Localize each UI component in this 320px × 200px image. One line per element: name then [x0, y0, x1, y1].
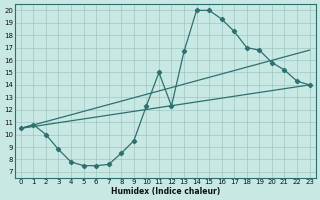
- X-axis label: Humidex (Indice chaleur): Humidex (Indice chaleur): [111, 187, 220, 196]
